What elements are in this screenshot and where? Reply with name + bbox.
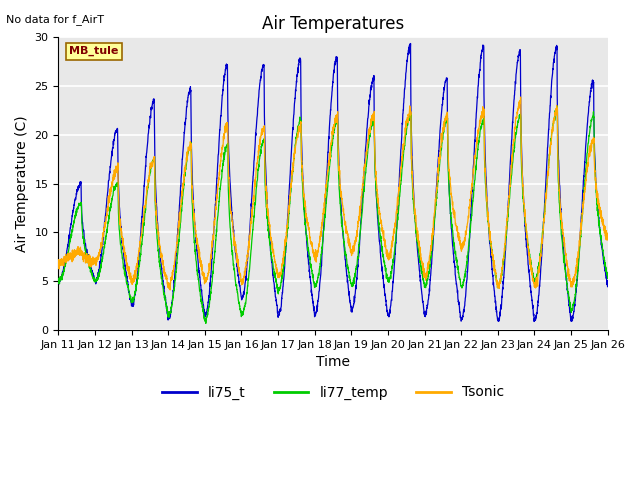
Tsonic	[604, 234, 611, 240]
Tsonic	[534, 273, 542, 278]
Y-axis label: Air Temperature (C): Air Temperature (C)	[15, 115, 29, 252]
li75_t	[54, 278, 62, 284]
Tsonic	[289, 166, 297, 171]
li75_t	[406, 41, 414, 47]
Text: MB_tule: MB_tule	[69, 46, 119, 56]
Line: li77_temp: li77_temp	[58, 106, 607, 324]
Tsonic	[54, 258, 62, 264]
Tsonic	[117, 226, 125, 231]
Tsonic	[266, 220, 273, 226]
li77_temp	[202, 321, 210, 326]
li75_t	[150, 100, 157, 106]
li75_t	[289, 125, 296, 131]
Line: Tsonic: Tsonic	[58, 97, 607, 290]
li75_t	[117, 226, 125, 232]
li77_temp	[289, 168, 297, 174]
li77_temp	[150, 158, 157, 164]
Tsonic	[166, 287, 174, 293]
li75_t	[593, 196, 601, 202]
Text: No data for f_AirT: No data for f_AirT	[6, 14, 104, 25]
Line: li75_t: li75_t	[58, 44, 607, 322]
li77_temp	[54, 276, 62, 282]
li77_temp	[534, 269, 541, 275]
li77_temp	[604, 276, 611, 281]
Title: Air Temperatures: Air Temperatures	[262, 15, 404, 33]
li77_temp	[593, 201, 601, 207]
li77_temp	[553, 103, 561, 109]
li77_temp	[117, 242, 125, 248]
Legend: li75_t, li77_temp, Tsonic: li75_t, li77_temp, Tsonic	[157, 380, 509, 405]
Tsonic	[150, 155, 157, 160]
li75_t	[604, 284, 611, 289]
li75_t	[265, 226, 273, 231]
Tsonic	[593, 188, 601, 194]
Tsonic	[516, 94, 524, 100]
li75_t	[531, 319, 538, 324]
X-axis label: Time: Time	[316, 355, 350, 369]
li75_t	[534, 298, 542, 304]
li77_temp	[266, 233, 273, 239]
